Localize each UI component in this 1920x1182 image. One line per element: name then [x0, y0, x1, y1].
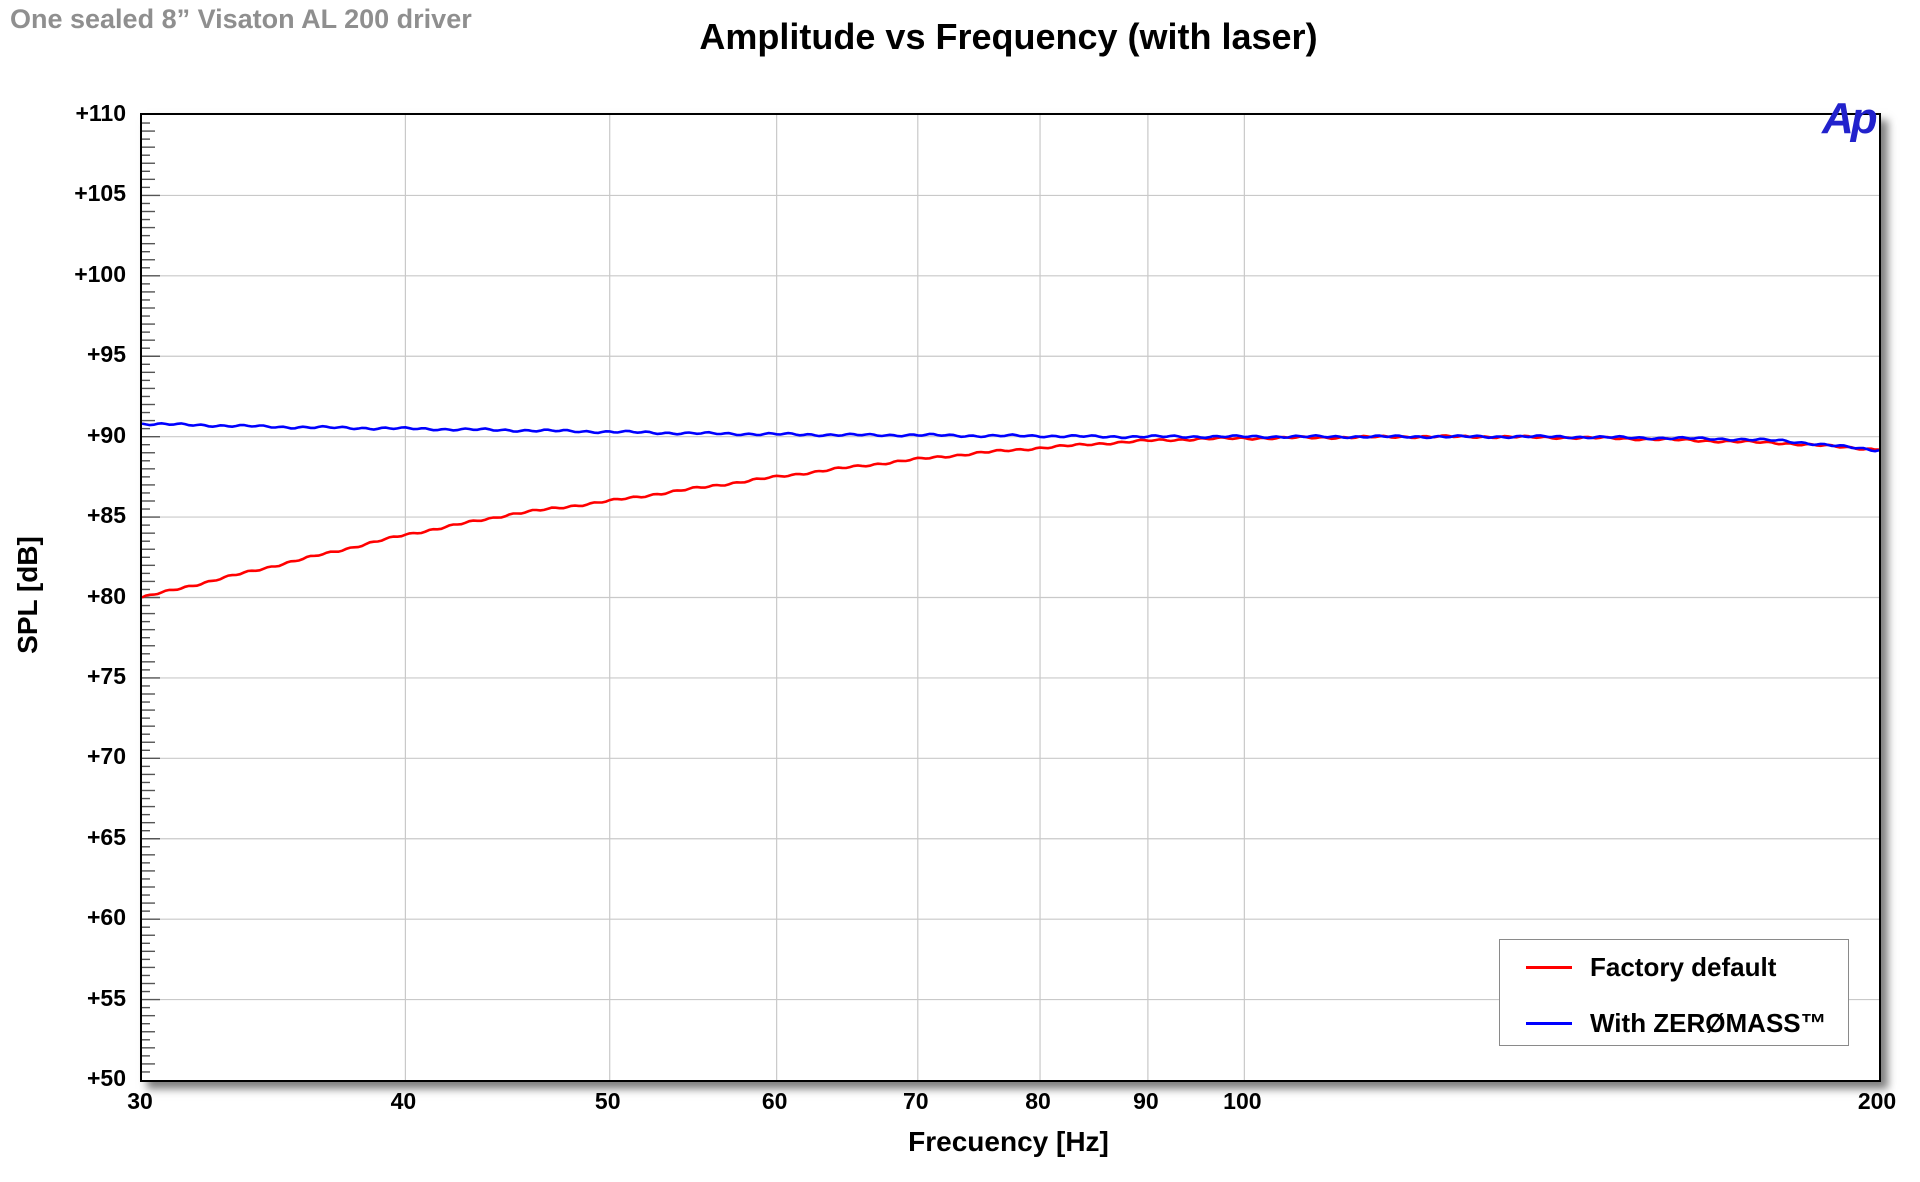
factory-default-curve	[142, 434, 1879, 599]
x-tick-label: 80	[1025, 1088, 1051, 1114]
chart-title: Amplitude vs Frequency (with laser)	[699, 16, 1318, 57]
x-tick-label: 60	[761, 1088, 788, 1114]
y-tick-label: +85	[86, 502, 126, 529]
y-tick-label: +95	[86, 341, 126, 368]
factory-default-line-swatch	[1526, 965, 1572, 969]
y-tick-label: +75	[86, 662, 126, 689]
zeromass-curve	[142, 421, 1879, 453]
y-tick-label: +65	[86, 823, 126, 850]
y-tick-label: +50	[86, 1065, 126, 1091]
legend-label: Factory default	[1590, 951, 1777, 982]
plot-area	[140, 113, 1881, 1082]
legend-label: With ZERØMASS™	[1590, 1007, 1827, 1038]
y-tick-label: +55	[86, 984, 126, 1011]
x-tick-label: 50	[594, 1088, 621, 1114]
chart-annotation: One sealed 8” Visaton AL 200 driver	[10, 4, 472, 34]
audio-precision-logo: Ap	[1822, 94, 1878, 143]
x-tick-label: 100	[1223, 1088, 1262, 1114]
y-tick-label: +60	[86, 904, 126, 931]
y-tick-label: +70	[86, 743, 126, 770]
legend-item-factory-default: Factory default	[1500, 947, 1848, 987]
x-tick-label: 200	[1857, 1088, 1897, 1114]
y-tick-label: +110	[75, 100, 126, 126]
legend: Factory default With ZERØMASS™	[1499, 939, 1849, 1046]
x-tick-label: 90	[1133, 1088, 1159, 1114]
x-tick-label: 70	[902, 1088, 929, 1114]
y-tick-label: +105	[74, 180, 126, 207]
legend-item-zeromass: With ZERØMASS™	[1500, 1003, 1848, 1043]
x-tick-label: 30	[127, 1088, 153, 1114]
plot-canvas	[142, 115, 1879, 1080]
zeromass-line-swatch	[1526, 1021, 1572, 1025]
y-tick-label: +80	[86, 582, 126, 609]
x-axis-title: Frecuency [Hz]	[908, 1126, 1109, 1157]
x-tick-label: 40	[390, 1088, 417, 1114]
y-tick-label: +90	[86, 421, 126, 448]
y-tick-label: +100	[74, 260, 126, 287]
